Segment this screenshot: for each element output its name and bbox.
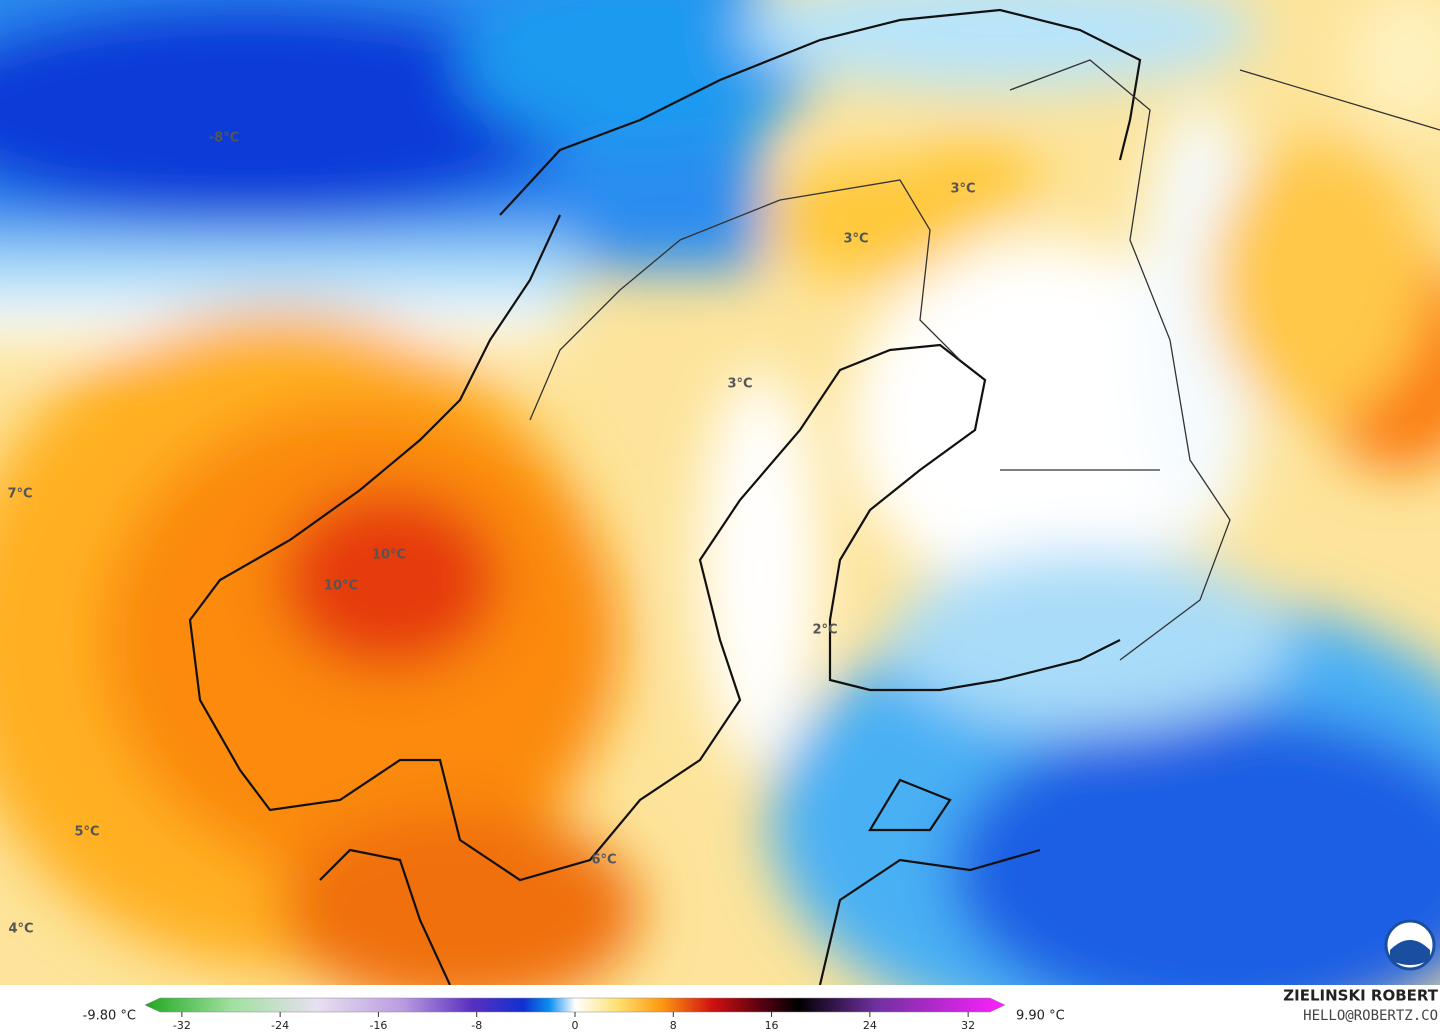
colorbar-tick-label: -8	[471, 1019, 482, 1032]
colorbar-tick-label: -16	[369, 1019, 387, 1032]
coastline	[188, 8, 1142, 985]
colorbar-tick-label: 0	[572, 1019, 579, 1032]
temp-label: 7°C	[7, 487, 32, 502]
temp-label: 4°C	[8, 922, 33, 937]
credit-contact: HELLO@ROBERTZ.CO	[1303, 1008, 1438, 1024]
temp-label: 3°C	[950, 182, 975, 197]
colorbar-tick-label: 16	[765, 1019, 779, 1032]
colorbar: -9.80 °C 9.90 °C -32 -24 -16 -8 0 8 16 24 32	[83, 997, 1065, 1032]
temp-label: 2°C	[812, 623, 837, 638]
noaa-logo	[1384, 919, 1436, 971]
map-labels: -8°C 3°C 3°C 3°C 7°C 10°C 10°C 5°C 6°C 4…	[7, 131, 975, 937]
colorbar-tick-label: -32	[173, 1019, 191, 1032]
colorbar-tick-label: 24	[863, 1019, 877, 1032]
borders	[529, 59, 1440, 661]
temp-label: 10°C	[324, 579, 358, 594]
temp-label: 3°C	[727, 377, 752, 392]
colorbar-tick-label: 8	[670, 1019, 677, 1032]
colorbar-tick-label: 32	[961, 1019, 975, 1032]
colorbar-max: 9.90 °C	[1016, 1009, 1065, 1024]
temp-label: 6°C	[591, 853, 616, 868]
colorbar-tick-label: -24	[271, 1019, 289, 1032]
credit-name: ZIELINSKI ROBERT	[1283, 987, 1438, 1005]
temp-label: 10°C	[372, 548, 406, 563]
temp-label: 3°C	[843, 232, 868, 247]
colorbar-scale	[144, 997, 1006, 1013]
temp-label: -8°C	[209, 131, 239, 146]
temp-label: 5°C	[74, 825, 99, 840]
colorbar-min: -9.80 °C	[83, 1009, 136, 1024]
